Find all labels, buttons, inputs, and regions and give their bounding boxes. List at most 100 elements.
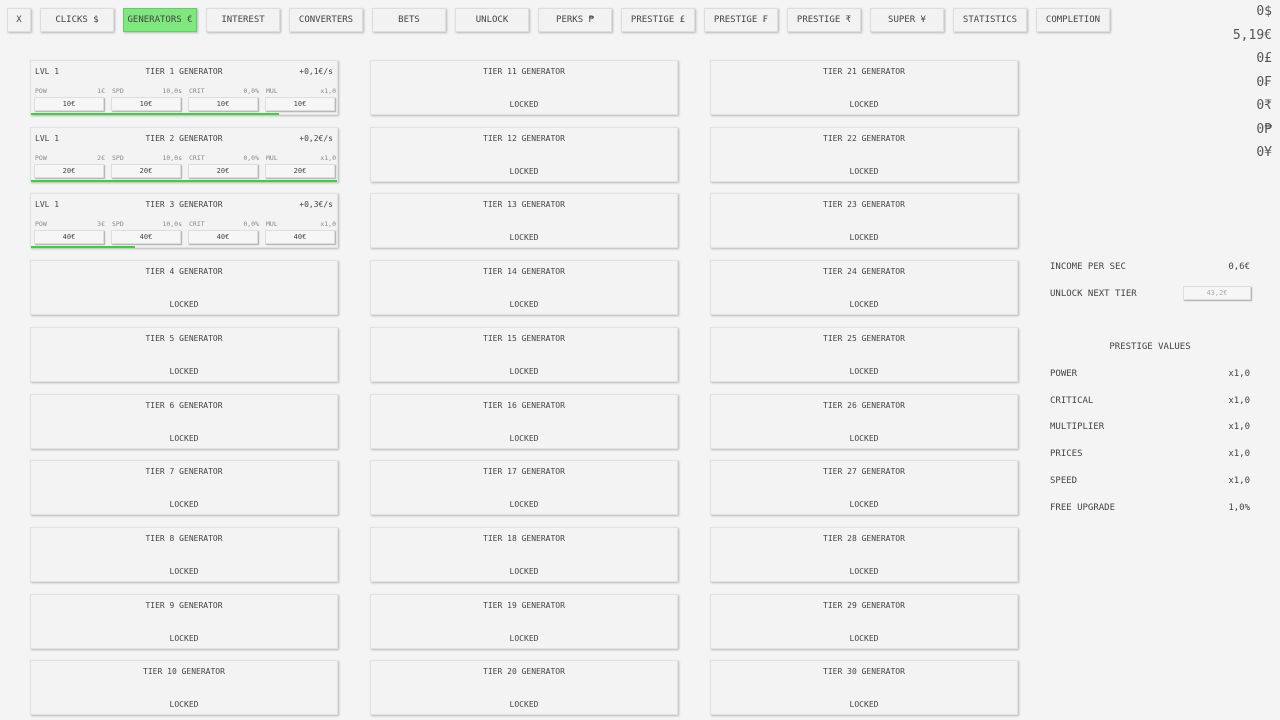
generator-card: TIER 28 GENERATOR LOCKED [710,526,1018,582]
locked-label: LOCKED [169,633,199,643]
generator-title: TIER 19 GENERATOR [483,600,565,610]
stat-value: 0,0% [243,153,259,162]
prestige-value: x1,0 [1228,422,1250,433]
locked-label: LOCKED [509,100,539,109]
upgrade-crit-button[interactable]: 10€ [188,97,258,111]
upgrade-spd-button[interactable]: 10€ [111,97,181,111]
upgrade-mul-button[interactable]: 20€ [265,163,335,178]
stat-label: CRIT [189,220,205,229]
nav-tab-0[interactable]: X [7,8,31,32]
stat-spd: SPD 10,0s [112,87,182,95]
nav-tab-2[interactable]: GENERATORS € [123,8,197,32]
prestige-label: POWER [1050,369,1078,379]
stat-label: MUL [266,87,278,95]
progress-bar [31,246,136,249]
nav-tab-12[interactable]: STATISTICS [953,8,1027,32]
upgrade-mul-button[interactable]: 40€ [265,230,335,245]
nav-tab-4[interactable]: CONVERTERS [289,8,363,32]
generator-card: TIER 14 GENERATOR LOCKED [370,260,678,316]
upgrade-pow-button[interactable]: 10€ [34,97,104,111]
locked-label: LOCKED [849,366,879,376]
stat-label: POW [35,220,47,229]
nav-tab-3[interactable]: INTEREST [206,8,280,32]
nav-tab-6[interactable]: UNLOCK [455,8,529,32]
currency-balance: 0₣ [1256,74,1272,90]
stat-label: SPD [112,220,124,229]
nav-tab-8[interactable]: PRESTIGE £ [621,8,695,32]
generator-income: +0,3€/s [299,200,333,210]
stat-spd: SPD 10,0s [112,220,182,228]
stat-label: MUL [266,153,278,162]
generator-title: TIER 30 GENERATOR [823,667,905,677]
nav-tab-10[interactable]: PRESTIGE ₹ [787,8,861,32]
stat-mul: MUL x1,0 [266,154,336,162]
upgrade-crit-button[interactable]: 20€ [188,163,258,178]
generator-card: TIER 7 GENERATOR LOCKED [30,460,338,516]
generator-title: TIER 4 GENERATOR [145,267,223,277]
upgrade-pow-button[interactable]: 20€ [34,163,104,178]
stat-value: 10,0s [162,153,182,162]
locked-label: LOCKED [509,633,539,643]
locked-label: LOCKED [509,500,539,510]
locked-label: LOCKED [509,433,539,443]
locked-label: LOCKED [509,700,539,710]
stat-value: 0,0% [243,220,259,229]
stat-label: CRIT [189,153,205,162]
prestige-label: MULTIPLIER [1050,422,1105,433]
generator-card: TIER 2 GENERATOR LVL 1 +0,2€/s POW 2€ 20€ SPD 1… [30,126,338,182]
generator-title: TIER 16 GENERATOR [483,400,565,410]
generator-card: TIER 18 GENERATOR LOCKED [370,526,678,582]
currency-balance: 0¥ [1256,145,1272,160]
generator-card: TIER 4 GENERATOR LOCKED [30,260,338,316]
income-value: 0,6€ [1228,262,1250,272]
stat-label: POW [35,153,47,162]
generator-title: TIER 15 GENERATOR [483,333,565,343]
locked-label: LOCKED [849,433,879,443]
prestige-value: x1,0 [1228,395,1250,406]
generator-title: TIER 5 GENERATOR [145,333,223,343]
generator-income: +0,2€/s [299,133,333,143]
currency-balance: 0₱ [1256,121,1272,137]
stat-label: SPD [112,153,124,162]
generator-title: TIER 3 GENERATOR [145,200,223,210]
stat-value: x1,0 [320,220,336,229]
nav-tab-13[interactable]: COMPLETION [1036,8,1110,32]
upgrade-mul-button[interactable]: 10€ [265,97,335,111]
upgrade-pow-button[interactable]: 40€ [34,230,104,245]
locked-label: LOCKED [169,300,199,310]
locked-label: LOCKED [849,566,879,576]
generator-card: TIER 24 GENERATOR LOCKED [710,260,1018,316]
generator-title: TIER 11 GENERATOR [483,67,565,76]
generator-title: TIER 14 GENERATOR [483,267,565,277]
generator-card: TIER 21 GENERATOR LOCKED [710,60,1018,115]
generator-title: TIER 7 GENERATOR [145,467,223,477]
upgrade-spd-button[interactable]: 20€ [111,163,181,178]
locked-label: LOCKED [849,300,879,310]
nav-tab-1[interactable]: CLICKS $ [40,8,114,32]
locked-label: LOCKED [849,166,879,176]
generator-card: TIER 16 GENERATOR LOCKED [370,393,678,449]
generator-income: +0,1€/s [299,67,333,76]
stat-value: 0,0% [243,87,259,95]
generator-card: TIER 22 GENERATOR LOCKED [710,126,1018,182]
currency-balance: 5,19€ [1232,27,1272,43]
stat-value: 3€ [97,220,105,229]
nav-tab-5[interactable]: BETS [372,8,446,32]
upgrade-spd-button[interactable]: 40€ [111,230,181,245]
generator-card: TIER 25 GENERATOR LOCKED [710,326,1018,382]
locked-label: LOCKED [509,300,539,310]
prestige-value: x1,0 [1228,369,1250,379]
generator-title: TIER 20 GENERATOR [483,667,565,677]
unlock-next-tier-button[interactable]: 43,2€ [1183,286,1251,300]
prestige-value: x1,0 [1228,475,1250,486]
stat-crit: CRIT 0,0% [189,87,259,95]
generator-title: TIER 23 GENERATOR [823,200,905,210]
nav-tab-9[interactable]: PRESTIGE ₣ [704,8,778,32]
nav-tab-11[interactable]: SUPER ¥ [870,8,944,32]
generator-title: TIER 13 GENERATOR [483,200,565,210]
upgrade-crit-button[interactable]: 40€ [188,230,258,245]
generator-title: TIER 10 GENERATOR [143,667,225,677]
generator-card: TIER 15 GENERATOR LOCKED [370,326,678,382]
nav-tab-7[interactable]: PERKS ₱ [538,8,612,32]
locked-label: LOCKED [509,166,539,176]
